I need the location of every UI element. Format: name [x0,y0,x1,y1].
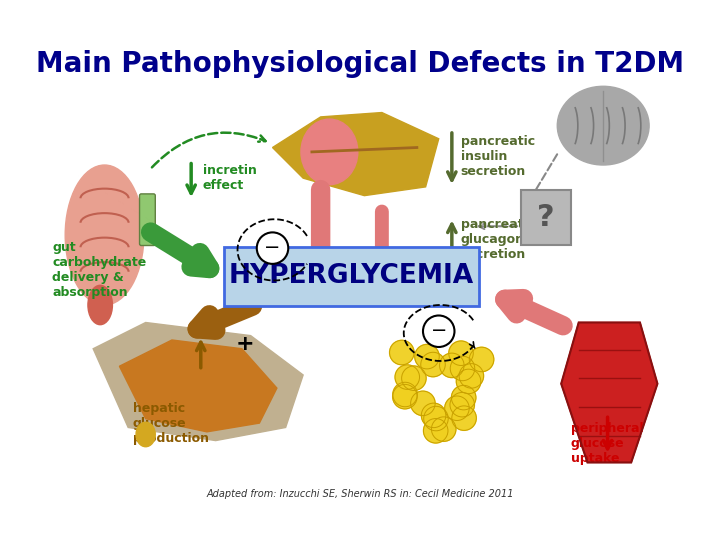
Text: −: − [431,321,447,340]
Text: +: + [235,334,254,354]
Ellipse shape [390,340,414,365]
Circle shape [423,315,454,347]
Text: ?: ? [536,203,554,232]
Ellipse shape [456,369,481,394]
Ellipse shape [469,347,494,372]
Ellipse shape [449,341,473,366]
Ellipse shape [440,353,464,377]
Ellipse shape [421,403,446,428]
FancyBboxPatch shape [521,191,571,245]
Text: incretin
effect: incretin effect [202,164,256,192]
Polygon shape [120,340,277,432]
Ellipse shape [557,86,649,165]
Text: −: − [264,238,281,256]
Ellipse shape [136,422,156,447]
FancyBboxPatch shape [140,194,156,246]
Text: peripheral
glucose
uptake: peripheral glucose uptake [571,422,644,465]
Text: Main Pathophysiological Defects in T2DM: Main Pathophysiological Defects in T2DM [36,50,684,78]
Ellipse shape [431,417,456,441]
Ellipse shape [423,406,449,431]
Ellipse shape [395,365,420,389]
Ellipse shape [66,165,144,305]
Text: Adapted from: Inzucchi SE, Sherwin RS in: Cecil Medicine 2011: Adapted from: Inzucchi SE, Sherwin RS in… [206,489,514,499]
FancyBboxPatch shape [223,247,479,306]
Ellipse shape [402,366,426,390]
Text: HYPERGLYCEMIA: HYPERGLYCEMIA [229,263,474,289]
Ellipse shape [450,393,474,417]
Ellipse shape [392,384,417,409]
Ellipse shape [445,396,469,421]
Polygon shape [561,322,657,462]
Ellipse shape [410,391,435,416]
Text: pancreatic
insulin
secretion: pancreatic insulin secretion [461,135,535,178]
Ellipse shape [420,352,445,377]
Ellipse shape [415,345,439,369]
Polygon shape [272,112,438,195]
Text: pancreatic
glucagon
secretion: pancreatic glucagon secretion [461,218,535,261]
Ellipse shape [459,363,484,388]
Ellipse shape [423,418,448,443]
Circle shape [257,232,288,264]
Ellipse shape [452,406,477,430]
Polygon shape [93,322,303,441]
Ellipse shape [393,382,418,407]
Ellipse shape [450,356,474,381]
Text: gut
carbohydrate
delivery &
absorption: gut carbohydrate delivery & absorption [52,241,146,299]
Ellipse shape [451,386,476,410]
Ellipse shape [88,285,112,325]
Text: hepatic
glucose
production: hepatic glucose production [132,402,209,444]
Ellipse shape [301,119,358,185]
